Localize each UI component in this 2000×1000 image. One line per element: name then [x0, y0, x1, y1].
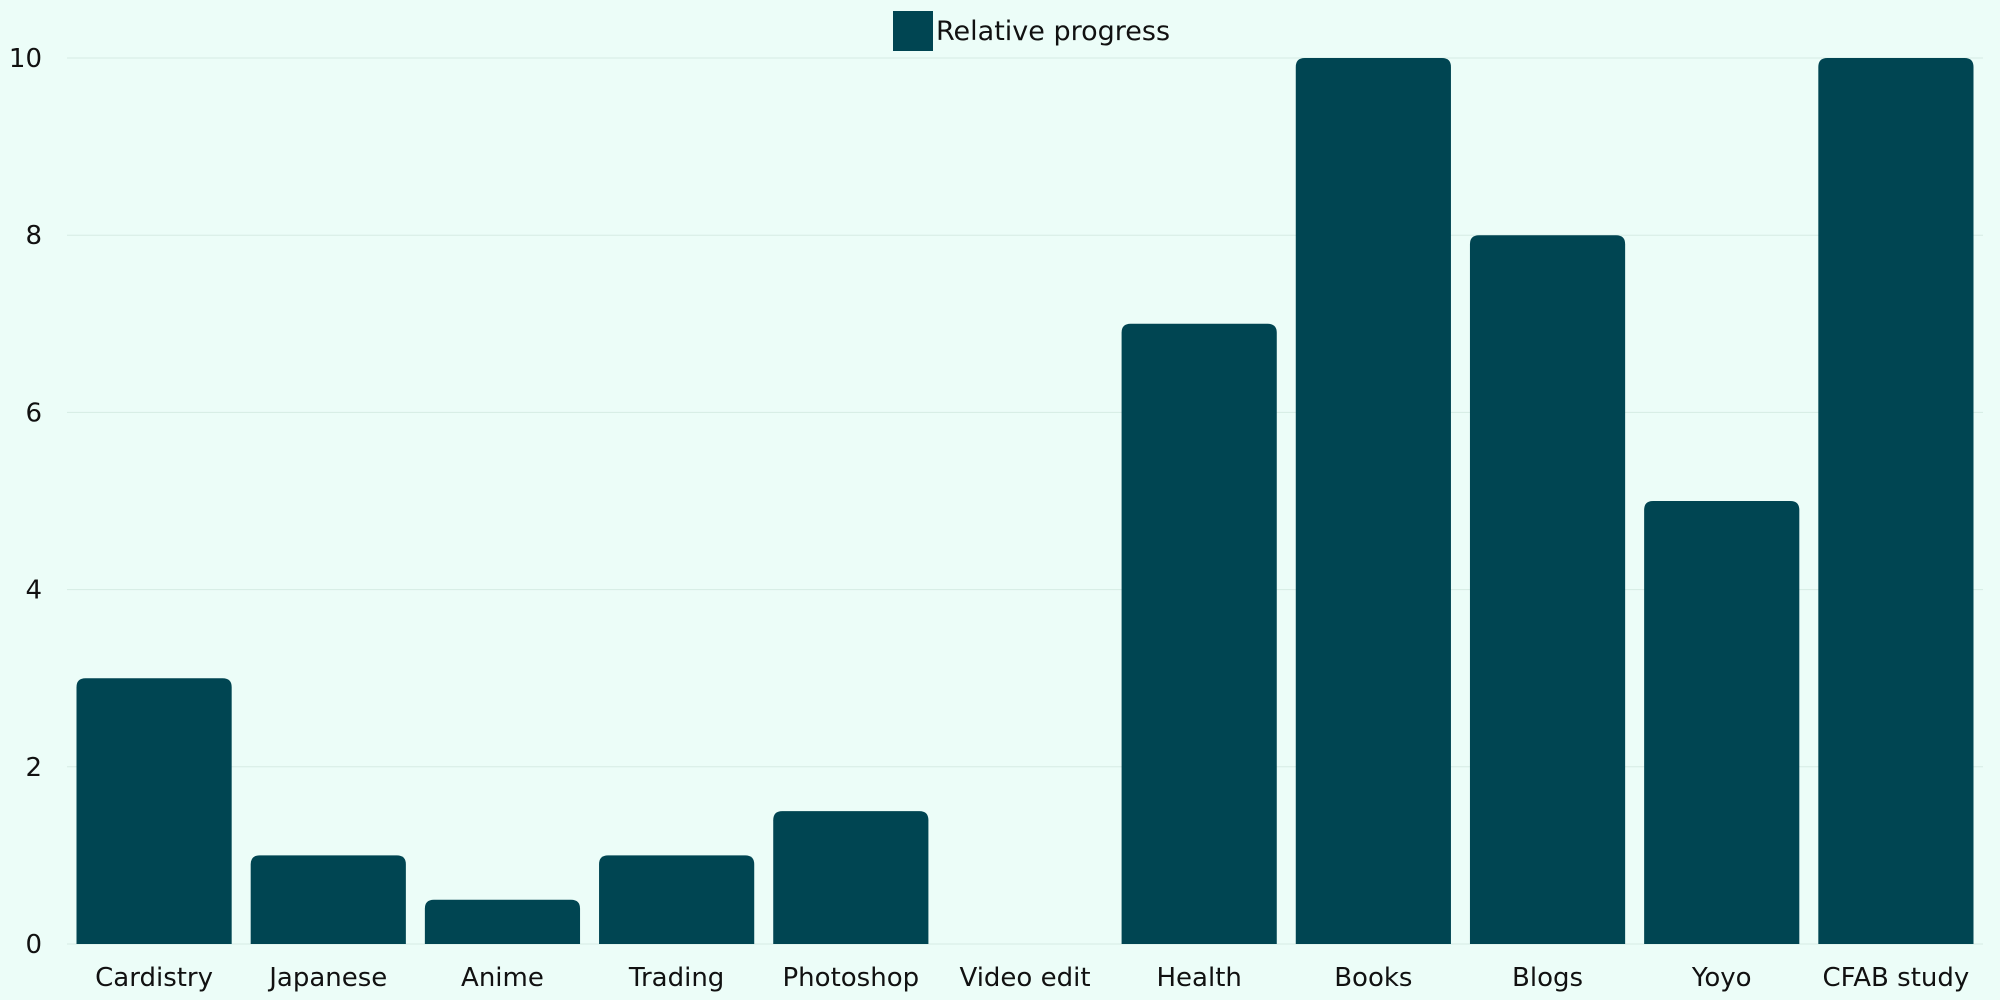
bar: [76, 678, 232, 944]
y-tick-label: 4: [25, 576, 42, 606]
x-tick-label: Trading: [628, 963, 724, 993]
bar: [1644, 501, 1800, 944]
y-tick-label: 0: [25, 930, 42, 960]
y-tick-label: 2: [25, 753, 42, 783]
x-tick-label: Anime: [461, 963, 544, 993]
legend: Relative progress: [893, 11, 1170, 51]
x-tick-label: Japanese: [267, 963, 387, 993]
x-tick-label: Photoshop: [783, 963, 920, 993]
legend-label: Relative progress: [936, 16, 1170, 47]
x-tick-label: Yoyo: [1691, 963, 1752, 993]
y-tick-label: 10: [9, 44, 42, 74]
bar: [1295, 58, 1451, 944]
bars: [76, 58, 1974, 944]
bar: [424, 899, 581, 944]
y-axis-ticks: 0 2 4 6 8 10: [9, 44, 42, 960]
x-tick-label: CFAB study: [1823, 963, 1970, 993]
x-axis-ticks: Cardistry Japanese Anime Trading Photoshop Vi…: [95, 963, 1969, 993]
x-tick-label: Video edit: [959, 963, 1090, 993]
legend-swatch: [893, 11, 933, 51]
x-tick-label: Cardistry: [95, 963, 213, 993]
bar: [1469, 235, 1626, 944]
bar: [773, 811, 929, 944]
x-tick-label: Health: [1156, 963, 1241, 993]
bar: [599, 855, 755, 944]
x-tick-label: Books: [1334, 963, 1412, 993]
y-tick-label: 6: [25, 398, 42, 428]
bar: [250, 855, 406, 944]
y-tick-label: 8: [25, 221, 42, 251]
bar: [1818, 58, 1974, 944]
x-tick-label: Blogs: [1512, 963, 1583, 993]
bar: [1121, 323, 1277, 944]
